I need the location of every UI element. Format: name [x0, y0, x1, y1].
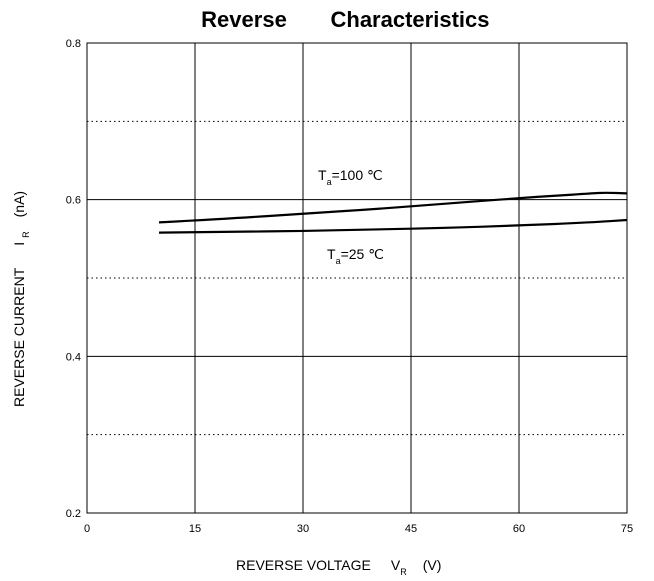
x-axis-label-unit: (V)	[423, 557, 442, 573]
chart-title-part1: Reverse	[201, 7, 287, 32]
y-tick-label-0.6: 0.6	[66, 195, 81, 207]
y-axis-label-main: REVERSE CURRENT	[11, 267, 27, 407]
tick-label-layer: 0 15 30 45 60 75 0.2 0.4 0.6 0.8	[66, 38, 633, 535]
y-tick-label-0.4: 0.4	[66, 351, 81, 363]
y-tick-label-0.2: 0.2	[66, 508, 81, 520]
annotation-ta-100-rest: =100 ℃	[332, 167, 383, 183]
y-tick-label-0.8: 0.8	[66, 38, 81, 50]
x-axis-label-main: REVERSE VOLTAGE	[236, 557, 371, 573]
x-tick-label-60: 60	[513, 523, 525, 535]
series-line-1	[158, 218, 628, 234]
x-tick-label-0: 0	[84, 523, 90, 535]
y-axis-label-unit: (nA)	[11, 191, 27, 217]
x-tick-label-15: 15	[189, 523, 201, 535]
chart-title-part2: Characteristics	[331, 7, 490, 32]
annotation-ta-25: Ta=25 ℃	[327, 246, 384, 266]
annotation-ta-100-sym: T	[318, 167, 327, 183]
x-tick-label-45: 45	[405, 523, 417, 535]
annotation-ta-25-rest: =25 ℃	[341, 246, 384, 262]
annotation-ta-25-sub: a	[336, 256, 341, 266]
x-tick-label-75: 75	[621, 523, 633, 535]
plot-frame	[86, 42, 628, 514]
series-line-0	[158, 191, 628, 224]
x-axis-label: REVERSE VOLTAGE VR (V)	[236, 557, 441, 577]
y-axis-label-sym: I	[11, 242, 27, 246]
x-tick-label-30: 30	[297, 523, 309, 535]
annotation-ta-25-sym: T	[327, 246, 336, 262]
annotation-ta-100-sub: a	[327, 177, 332, 187]
y-axis-label-sub: R	[21, 231, 31, 238]
series-layer	[158, 191, 628, 234]
annotation-ta-100: Ta=100 ℃	[318, 167, 383, 187]
grid-layer	[87, 43, 627, 513]
x-axis-label-sub: R	[400, 567, 407, 577]
x-axis-label-sym: V	[391, 557, 401, 573]
y-axis-label: REVERSE CURRENT IR (nA)	[11, 191, 31, 407]
